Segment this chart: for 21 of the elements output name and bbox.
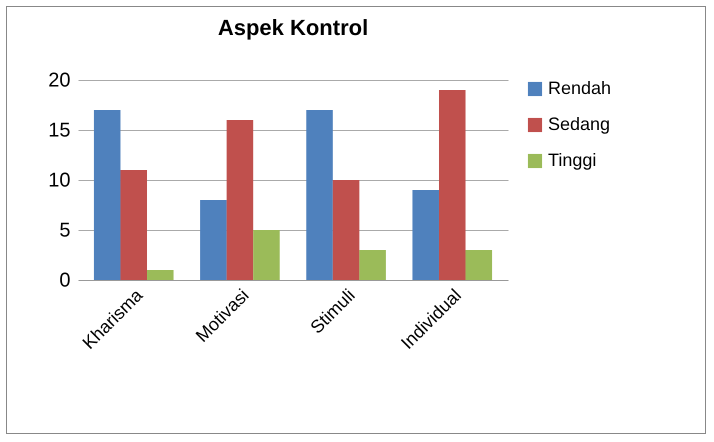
bar (412, 190, 439, 280)
y-tick-label: 10 (48, 170, 70, 192)
y-tick-label: 20 (48, 70, 70, 92)
legend-label: Tinggi (548, 150, 596, 170)
legend-label: Rendah (548, 78, 612, 98)
bar (226, 120, 254, 280)
y-tick-label: 5 (59, 220, 70, 242)
bar (147, 270, 174, 280)
bar (438, 90, 466, 280)
bar (332, 180, 360, 280)
bar (94, 110, 120, 280)
bar (466, 250, 492, 280)
bar (200, 200, 227, 280)
bar (306, 110, 333, 280)
y-tick-label: 15 (48, 120, 70, 142)
legend-label: Sedang (548, 114, 610, 134)
bar (359, 250, 386, 280)
chart-title: Aspek Kontrol (218, 15, 368, 40)
bar (253, 230, 280, 280)
y-tick-label: 0 (59, 270, 70, 292)
bar (120, 170, 148, 280)
